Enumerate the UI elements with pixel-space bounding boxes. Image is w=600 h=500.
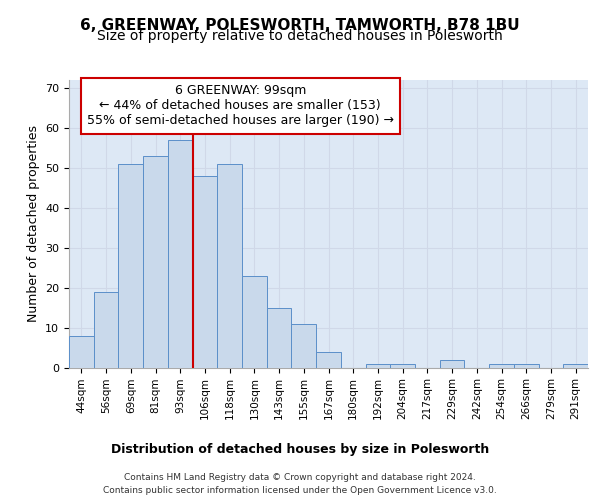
- Bar: [168, 140, 193, 368]
- Bar: [193, 176, 217, 368]
- Text: Size of property relative to detached houses in Polesworth: Size of property relative to detached ho…: [97, 29, 503, 43]
- Bar: [440, 360, 464, 368]
- Text: 6, GREENWAY, POLESWORTH, TAMWORTH, B78 1BU: 6, GREENWAY, POLESWORTH, TAMWORTH, B78 1…: [80, 18, 520, 32]
- Bar: [316, 352, 341, 368]
- Bar: [242, 276, 267, 368]
- Y-axis label: Number of detached properties: Number of detached properties: [26, 125, 40, 322]
- Bar: [390, 364, 415, 368]
- Bar: [563, 364, 588, 368]
- Text: 6 GREENWAY: 99sqm
← 44% of detached houses are smaller (153)
55% of semi-detache: 6 GREENWAY: 99sqm ← 44% of detached hous…: [87, 84, 394, 128]
- Bar: [217, 164, 242, 368]
- Bar: [69, 336, 94, 368]
- Bar: [267, 308, 292, 368]
- Bar: [94, 292, 118, 368]
- Bar: [489, 364, 514, 368]
- Bar: [365, 364, 390, 368]
- Bar: [143, 156, 168, 368]
- Text: Contains HM Land Registry data © Crown copyright and database right 2024.
Contai: Contains HM Land Registry data © Crown c…: [103, 473, 497, 495]
- Text: Distribution of detached houses by size in Polesworth: Distribution of detached houses by size …: [111, 442, 489, 456]
- Bar: [118, 164, 143, 368]
- Bar: [514, 364, 539, 368]
- Bar: [292, 324, 316, 368]
